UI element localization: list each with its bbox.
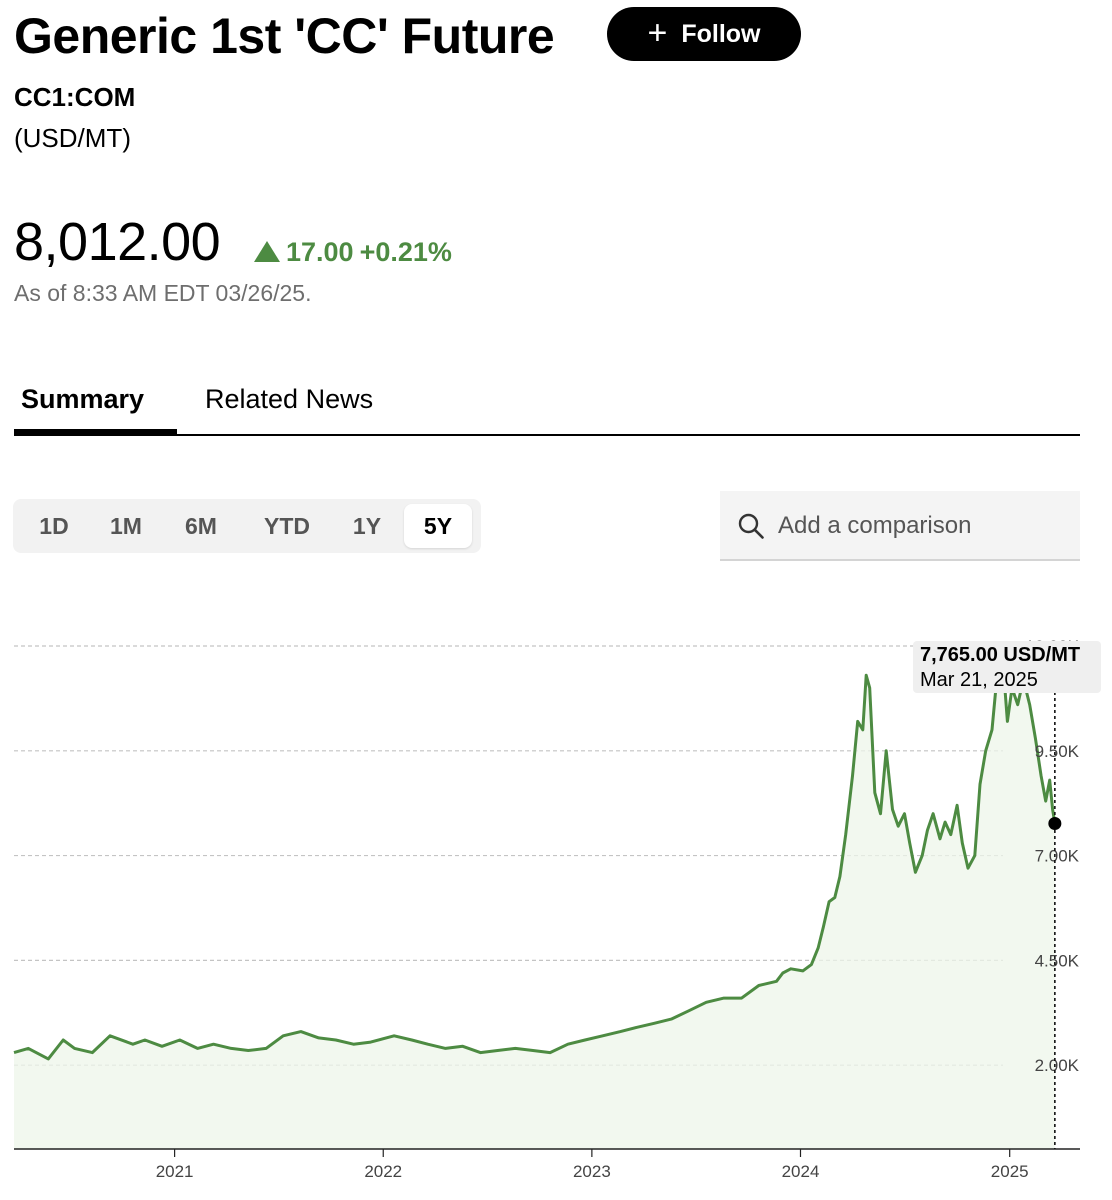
range-6m-button[interactable]: 6M <box>185 512 217 539</box>
search-icon <box>738 513 764 539</box>
y-tick-label: 2.00K <box>1035 1056 1080 1075</box>
chart-tooltip: 7,765.00 USD/MT Mar 21, 2025 <box>913 641 1101 693</box>
range-5y-button[interactable]: 5Y <box>404 504 472 548</box>
tooltip-date: Mar 21, 2025 <box>920 669 1038 691</box>
x-tick-label: 2023 <box>573 1162 611 1181</box>
tabs-divider <box>14 434 1080 436</box>
range-ytd-button[interactable]: YTD <box>264 512 310 539</box>
change-value: 17.00 <box>286 237 354 267</box>
price-unit: (USD/MT) <box>14 123 131 153</box>
tab-related-news[interactable]: Related News <box>205 384 374 414</box>
price-chart[interactable]: 2.00K4.50K7.00K9.50K12.00K20212022202320… <box>0 630 1112 1200</box>
x-tick-label: 2022 <box>364 1162 402 1181</box>
y-tick-label: 9.50K <box>1035 742 1080 761</box>
last-price: 8,012.00 <box>14 212 221 272</box>
x-tick-label: 2021 <box>156 1162 194 1181</box>
price-line <box>13 644 1057 1061</box>
tooltip-value: 7,765.00 USD/MT <box>920 644 1081 666</box>
price-change: 17.00 +0.21% <box>254 237 452 268</box>
range-1y-button[interactable]: 1Y <box>352 512 382 539</box>
page-title: Generic 1st 'CC' Future <box>14 8 555 64</box>
crosshair-point <box>1048 817 1062 831</box>
as-of-timestamp: As of 8:33 AM EDT 03/26/25. <box>14 280 312 306</box>
price-area-fill <box>14 646 1055 1149</box>
ticker-symbol: CC1:COM <box>14 82 136 112</box>
change-percent: +0.21% <box>359 237 452 267</box>
comparison-search-input[interactable] <box>776 505 1070 547</box>
follow-button[interactable]: + Follow <box>607 7 801 61</box>
active-tab-indicator <box>14 429 177 435</box>
plus-icon: + <box>647 13 668 52</box>
range-1m-button[interactable]: 1M <box>110 512 142 539</box>
range-1d-button[interactable]: 1D <box>39 512 69 539</box>
x-tick-label: 2025 <box>991 1162 1029 1181</box>
comparison-search[interactable] <box>720 491 1080 561</box>
tab-summary[interactable]: Summary <box>21 384 145 414</box>
y-tick-label: 4.50K <box>1035 951 1080 970</box>
up-arrow-icon <box>254 241 280 262</box>
follow-label: Follow <box>681 19 761 48</box>
x-tick-label: 2024 <box>782 1162 820 1181</box>
y-tick-label: 7.00K <box>1035 847 1080 866</box>
time-range-selector: 1D 1M 6M YTD 1Y 5Y <box>13 499 481 553</box>
